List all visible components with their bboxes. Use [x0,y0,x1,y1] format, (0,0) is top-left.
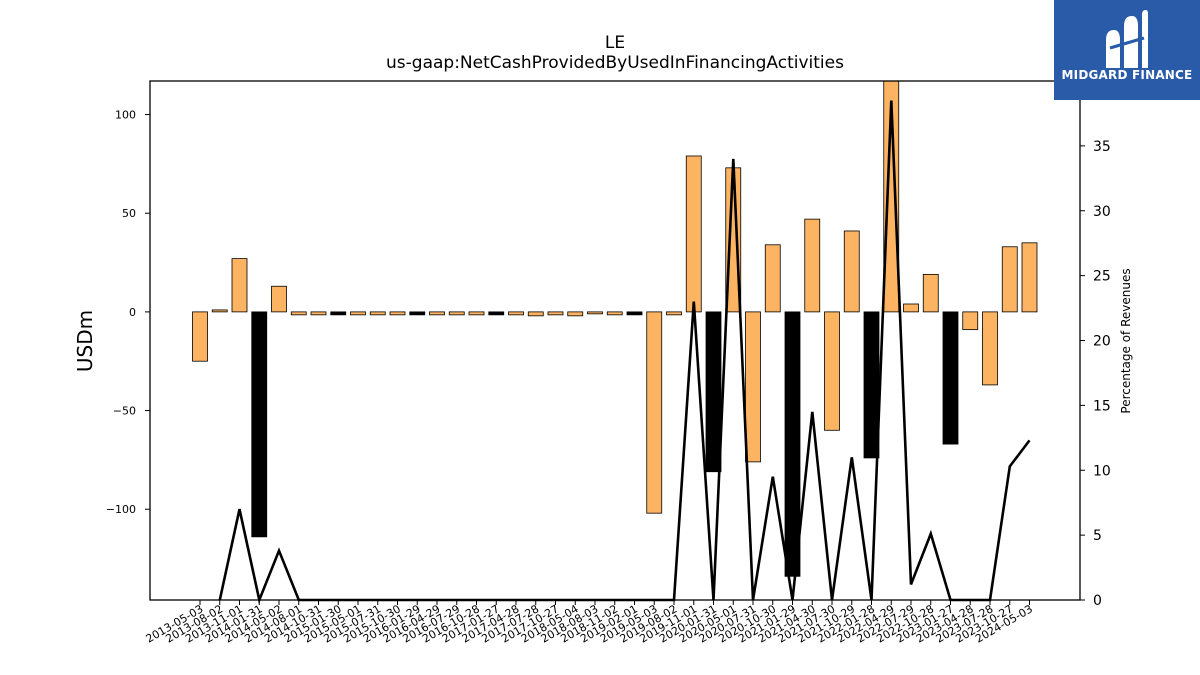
bar [310,311,327,316]
bar [271,285,287,313]
y2-axis-label: Percentage of Revenues [1119,268,1133,413]
chart-subtitle: us-gaap:NetCashProvidedByUsedInFinancing… [386,53,844,73]
bar [369,311,386,316]
bar [350,311,366,316]
y2-tick-label: 0 [1093,593,1102,609]
brand-logo: MIDGARD FINANCE [1054,0,1200,100]
y2-tick-label: 5 [1093,528,1102,544]
bar [468,311,485,316]
y-tick-label: 50 [122,207,136,220]
bar [587,311,603,315]
bar [389,311,406,316]
bar [606,311,623,316]
bar [784,311,801,577]
logo-icon [1106,10,1148,68]
bar [764,244,781,313]
bar [527,311,544,317]
y-tick-label: −100 [106,503,136,516]
chart-title: LE [605,33,625,53]
bar [547,311,564,316]
y2-tick-label: 20 [1093,334,1111,350]
bar [1021,242,1038,313]
bar [251,311,268,538]
bar [192,311,208,362]
bar [942,311,959,445]
y2-tick-label: 30 [1093,204,1111,220]
y2-tick-label: 25 [1093,269,1111,285]
bar [626,311,643,316]
percentage-line [218,100,1031,605]
bar [666,311,682,316]
bar [448,311,465,316]
percentage-line-series [218,100,1031,605]
bar [429,311,445,316]
bar [922,273,939,313]
y-tick-label: 0 [129,306,136,319]
bar [982,311,998,386]
bar [488,311,505,316]
bar [804,218,821,313]
y-tick-label: −50 [113,405,136,418]
bar [843,230,860,313]
bar [1001,246,1018,313]
bar [824,311,840,431]
plot-frame [149,80,1081,601]
bar-series [192,80,1038,577]
y2-tick-label: 35 [1093,139,1111,155]
left-axis-ticks: −100 −50 0 50 100 [106,109,150,516]
bar [567,311,584,317]
bar [330,311,347,316]
bar [745,311,761,463]
logo-text: MIDGARD FINANCE [1061,68,1193,82]
bar [962,311,979,331]
bar [231,258,248,313]
bar [409,311,426,316]
bar [290,311,307,316]
bar [685,155,702,313]
y-tick-label: 100 [115,109,136,122]
right-axis-ticks: 0510152025303540 [1080,74,1111,609]
bar [646,311,663,514]
y-axis-label: USDm [73,310,97,372]
bar [705,311,722,473]
x-axis-ticks: 2013-05-032013-08-022013-11-012014-01-31… [144,600,1035,646]
bar [903,303,919,313]
bar [211,309,228,313]
bar [508,311,524,316]
y2-tick-label: 10 [1093,463,1111,479]
y2-tick-label: 15 [1093,398,1111,414]
